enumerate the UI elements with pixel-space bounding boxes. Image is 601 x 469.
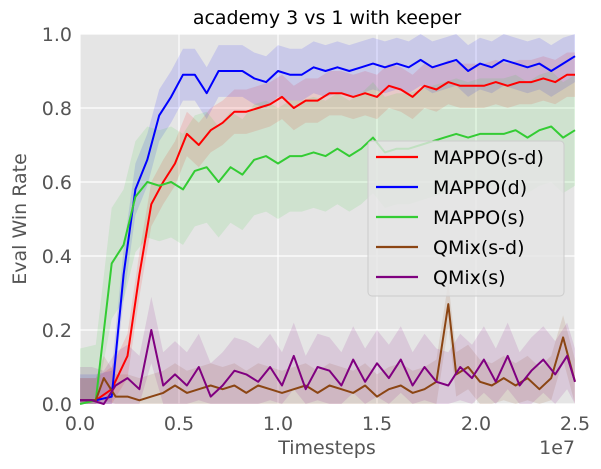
- x-axis-label: Timesteps: [277, 437, 376, 459]
- y-tick-label: 0.2: [42, 320, 72, 342]
- x-tick-label: 2.0: [461, 413, 491, 435]
- x-axis-offset-label: 1e7: [539, 437, 575, 459]
- y-tick-label: 1.0: [42, 24, 72, 46]
- band-series-1: [80, 34, 575, 404]
- legend-entry: MAPPO(s-d): [433, 147, 544, 169]
- y-axis-label: Eval Win Rate: [9, 153, 31, 285]
- x-tick-label: 1.5: [362, 413, 392, 435]
- tick-labels: 0.0 0.5 1.0 1.5 2.0 2.5 0.0 0.2 0.4 0.6 0.8 1.0: [42, 24, 590, 435]
- chart-title: academy 3 vs 1 with keeper: [193, 7, 462, 29]
- line-series-3: [80, 303, 576, 402]
- x-tick-label: 2.5: [560, 413, 590, 435]
- line-series-4: [80, 329, 576, 405]
- y-tick-label: 0.4: [42, 246, 72, 268]
- y-tick-label: 0.6: [42, 172, 72, 194]
- series-lines: [79, 55, 576, 405]
- line-series-1: [80, 55, 576, 402]
- line-series-0: [80, 73, 575, 402]
- y-tick-label: 0.0: [42, 394, 72, 416]
- x-tick-label: 0.0: [65, 413, 95, 435]
- line-series-2: [79, 125, 576, 405]
- x-tick-label: 1.0: [263, 413, 293, 435]
- legend-box: [367, 140, 565, 297]
- legend-entry: MAPPO(s): [433, 207, 525, 229]
- legend-entry: QMix(s-d): [433, 237, 525, 259]
- legend: MAPPO(s-d) MAPPO(d) MAPPO(s) QMix(s-d) QMix(…: [367, 140, 565, 297]
- y-tick-label: 0.8: [42, 98, 72, 120]
- x-tick-label: 0.5: [164, 413, 194, 435]
- band-series-3: [80, 281, 575, 404]
- legend-entry: MAPPO(d): [433, 177, 527, 199]
- legend-entry: QMix(s): [433, 267, 506, 289]
